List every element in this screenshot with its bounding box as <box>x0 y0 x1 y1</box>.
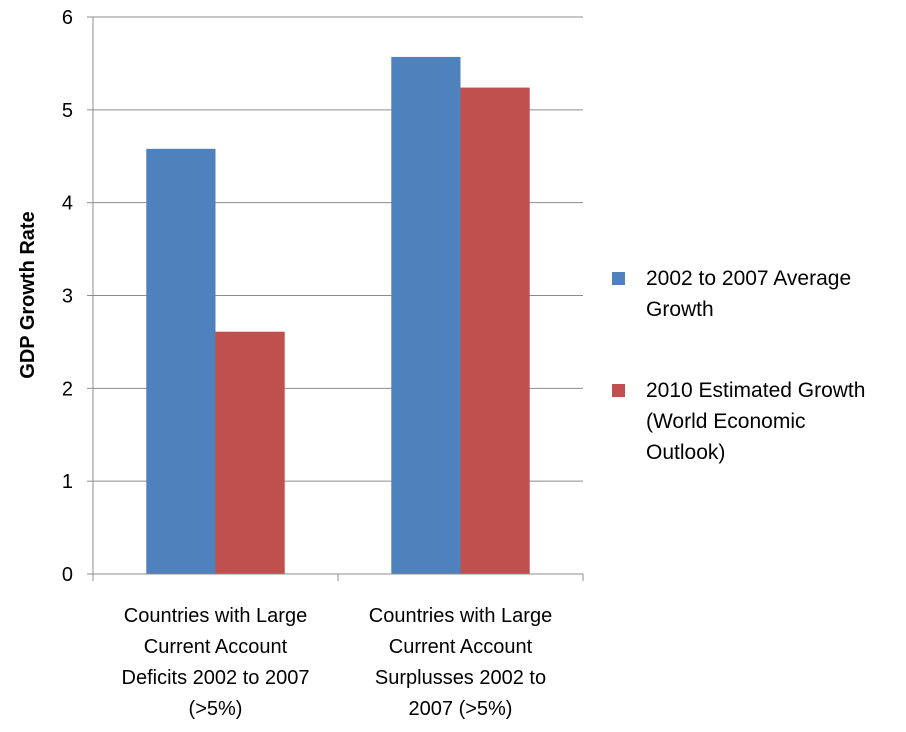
bar-avg-growth-1 <box>146 148 216 574</box>
y-tick-labels: 0 1 2 3 4 5 6 <box>62 7 73 586</box>
axes <box>87 16 584 581</box>
x-category-label: Countries with Large Current Account Defic… <box>122 605 310 720</box>
y-tick-label: 1 <box>62 471 73 493</box>
legend-entry-line: 2002 to 2007 Average <box>646 267 851 290</box>
y-tick-label: 3 <box>62 286 73 308</box>
legend-entry-line: 2010 Estimated Growth <box>646 379 865 402</box>
x-category-label-line: Current Account <box>144 636 288 658</box>
y-tick-label: 5 <box>62 100 73 122</box>
x-category-label: Countries with Large Current Account Surpl… <box>369 605 552 720</box>
y-axis-title: GDP Growth Rate <box>17 211 39 378</box>
bar-estimated-growth-2 <box>460 87 530 574</box>
legend-entry: 2002 to 2007 Average Growth <box>646 267 851 321</box>
x-category-label-line: Countries with Large <box>124 605 307 627</box>
legend-entry-line: Outlook) <box>646 441 725 464</box>
y-tick-label: 2 <box>62 378 73 400</box>
x-category-label-line: 2007 (>5%) <box>409 698 513 720</box>
x-category-label-line: Surplusses 2002 to <box>375 667 546 689</box>
y-tick-label: 0 <box>62 564 73 586</box>
x-category-labels: Countries with Large Current Account Defic… <box>122 605 553 720</box>
bar-avg-growth-2 <box>391 56 461 574</box>
bar-estimated-growth-1 <box>215 331 285 574</box>
legend-entry: 2010 Estimated Growth (World Economic Outl… <box>646 379 865 464</box>
legend-entry-line: (World Economic <box>646 410 806 433</box>
legend-entry-line: Growth <box>646 298 714 321</box>
legend: 2002 to 2007 Average Growth 2010 Estimated… <box>612 267 865 464</box>
y-tick-label: 6 <box>62 7 73 29</box>
x-category-label-line: Current Account <box>389 636 533 658</box>
legend-swatch <box>612 384 625 397</box>
x-category-label-line: (>5%) <box>189 698 243 720</box>
x-category-label-line: Countries with Large <box>369 605 552 627</box>
x-category-label-line: Deficits 2002 to 2007 <box>122 667 310 689</box>
y-tick-label: 4 <box>62 193 73 215</box>
legend-swatch <box>612 272 625 285</box>
bars <box>146 56 530 574</box>
